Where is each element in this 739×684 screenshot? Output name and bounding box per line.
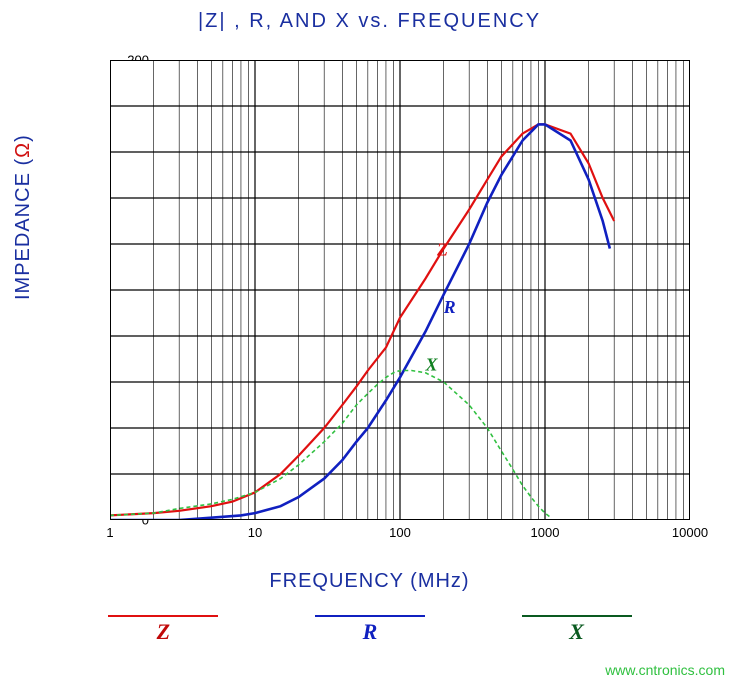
x-tick: 10 xyxy=(248,525,262,540)
legend-item-Z: Z xyxy=(108,615,218,645)
legend-label-X: X xyxy=(569,619,584,645)
legend-line-R xyxy=(315,615,425,617)
plot-area: Z R X xyxy=(110,60,690,520)
x-tick: 1000 xyxy=(531,525,560,540)
series-label-Z: Z xyxy=(436,240,448,260)
legend-label-R: R xyxy=(363,619,378,645)
x-axis-label: FREQUENCY (MHz) xyxy=(0,570,739,593)
legend-line-X xyxy=(522,615,632,617)
legend-item-X: X xyxy=(522,615,632,645)
series-label-X: X xyxy=(425,355,439,375)
legend: ZRX xyxy=(60,610,680,650)
legend-line-Z xyxy=(108,615,218,617)
x-tick: 10000 xyxy=(672,525,708,540)
watermark-text: www.cntronics.com xyxy=(605,662,725,678)
legend-label-Z: Z xyxy=(157,619,170,645)
series-label-R: R xyxy=(443,297,456,317)
x-tick: 100 xyxy=(389,525,411,540)
ylabel-unit: Ω xyxy=(12,142,34,158)
chart-page: |Z| , R, AND X vs. FREQUENCY IMPEDANCE (… xyxy=(0,0,739,684)
chart-title: |Z| , R, AND X vs. FREQUENCY xyxy=(0,10,739,33)
x-tick: 1 xyxy=(106,525,113,540)
title-text: |Z| , R, AND X vs. FREQUENCY xyxy=(198,10,541,32)
ylabel-prefix: IMPEDANCE ( xyxy=(12,158,34,300)
watermark: www.cntronics.com xyxy=(605,662,725,678)
xlabel-text: FREQUENCY (MHz) xyxy=(269,570,469,592)
ylabel-suffix: ) xyxy=(12,134,34,142)
legend-item-R: R xyxy=(315,615,425,645)
y-axis-label: IMPEDANCE (Ω) xyxy=(12,134,35,300)
